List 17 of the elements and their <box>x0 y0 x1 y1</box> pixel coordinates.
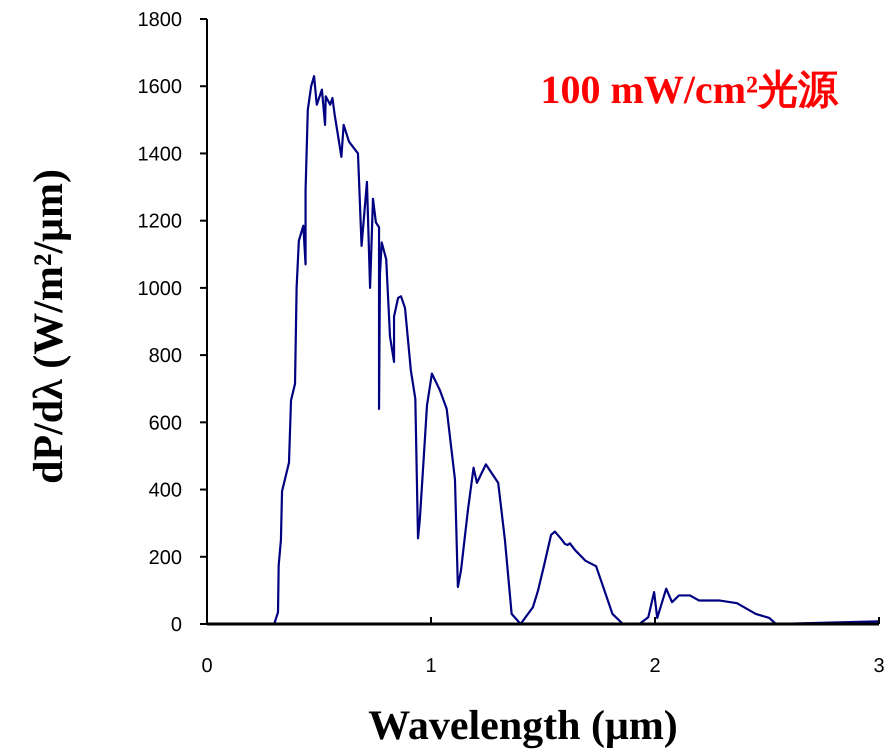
annotation: 100 mW/cm²光源 <box>540 67 839 112</box>
y-tick-label: 1200 <box>138 210 182 233</box>
y-tick-label: 1400 <box>138 143 182 166</box>
x-tick-label: 1 <box>425 655 437 677</box>
y-tick-label: 1800 <box>138 9 182 31</box>
y-axis-title: dP/dλ (W/m²/μm) <box>26 169 72 484</box>
x-axis-title: Wavelength (μm) <box>368 703 678 749</box>
y-tick-label: 400 <box>148 480 182 502</box>
y-tick-label: 800 <box>148 345 182 368</box>
y-tick-label: 1000 <box>138 278 182 300</box>
y-tick-label: 1600 <box>138 76 182 98</box>
y-tick-label: 0 <box>170 614 182 636</box>
x-tick-label: 3 <box>873 655 884 677</box>
x-tick-label: 2 <box>649 655 661 677</box>
y-tick-label: 200 <box>148 546 182 569</box>
x-tick-label: 0 <box>201 655 213 677</box>
y-tick-label: 600 <box>148 412 182 434</box>
